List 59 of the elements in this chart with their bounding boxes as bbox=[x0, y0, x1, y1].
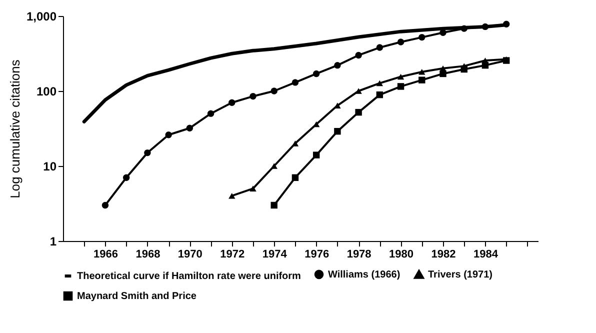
x-tick-label: 1984 bbox=[473, 248, 499, 260]
point bbox=[440, 70, 446, 78]
legend-label: Williams (1966) bbox=[328, 269, 400, 280]
point bbox=[376, 80, 384, 86]
y-tick-label: 1,000 bbox=[26, 10, 57, 24]
point bbox=[228, 99, 236, 106]
x-tick-label: 1976 bbox=[304, 248, 330, 260]
point bbox=[250, 92, 256, 100]
point bbox=[102, 202, 109, 209]
point bbox=[460, 66, 468, 73]
point bbox=[355, 108, 362, 116]
point bbox=[292, 79, 299, 86]
point bbox=[418, 76, 426, 84]
point bbox=[312, 152, 320, 158]
point bbox=[376, 91, 384, 98]
point bbox=[482, 62, 489, 69]
x-tick-label: 1982 bbox=[431, 248, 456, 260]
point bbox=[397, 83, 404, 90]
point bbox=[186, 124, 194, 132]
point bbox=[334, 102, 341, 108]
point bbox=[502, 20, 510, 28]
point bbox=[292, 140, 299, 146]
point bbox=[228, 192, 236, 199]
point bbox=[482, 23, 489, 30]
legend-label: Trivers (1971) bbox=[428, 270, 492, 281]
point bbox=[270, 202, 278, 209]
point bbox=[144, 149, 151, 156]
point bbox=[250, 186, 256, 192]
point bbox=[460, 25, 468, 32]
legend-label: Theoretical curve if Hamilton rate were uniform bbox=[77, 271, 302, 282]
point bbox=[440, 29, 446, 36]
point bbox=[292, 174, 299, 181]
y-axis-title: Log cumulative citations bbox=[7, 59, 22, 198]
x-tick-label: 1972 bbox=[220, 248, 245, 260]
y-tick-label: 100 bbox=[36, 84, 57, 98]
point bbox=[418, 68, 426, 75]
x-tick-label: 1966 bbox=[93, 248, 118, 260]
point bbox=[355, 88, 362, 94]
point bbox=[418, 34, 426, 41]
point bbox=[355, 52, 362, 59]
x-tick-label: 1970 bbox=[178, 248, 202, 260]
legend-label: Maynard Smith and Price bbox=[77, 291, 197, 302]
point bbox=[376, 44, 384, 51]
x-tick-label: 1980 bbox=[389, 248, 414, 260]
point bbox=[270, 163, 278, 169]
point bbox=[312, 70, 320, 78]
x-tick-label: 1968 bbox=[136, 248, 160, 260]
x-tick-label: 1978 bbox=[346, 248, 372, 260]
point bbox=[334, 128, 341, 135]
point bbox=[270, 88, 278, 94]
x-tick-label: 1974 bbox=[262, 248, 288, 260]
point bbox=[334, 62, 341, 69]
point bbox=[207, 110, 214, 117]
y-tick-label: 1 bbox=[50, 234, 57, 248]
point bbox=[397, 38, 404, 46]
y-tick-label: 10 bbox=[43, 160, 57, 174]
point bbox=[397, 74, 404, 80]
point bbox=[165, 132, 172, 138]
point bbox=[122, 174, 130, 181]
